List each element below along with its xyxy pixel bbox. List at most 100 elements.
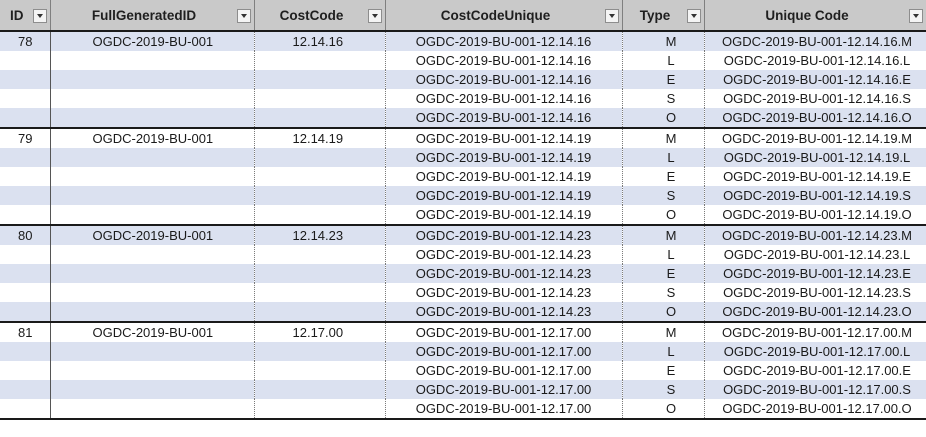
cell-type[interactable]: S: [622, 186, 705, 205]
cell-costcode[interactable]: 12.14.16: [254, 31, 386, 51]
cell-costcode[interactable]: [254, 70, 386, 89]
cell-fullgeneratedid[interactable]: [50, 342, 255, 361]
cell-fullgeneratedid[interactable]: [50, 186, 255, 205]
cell-unique-code[interactable]: OGDC-2019-BU-001-12.17.00.S: [704, 380, 926, 399]
cell-costcode[interactable]: [254, 167, 386, 186]
cell-fullgeneratedid[interactable]: [50, 283, 255, 302]
cell-costcode[interactable]: [254, 342, 386, 361]
cell-type[interactable]: M: [622, 224, 705, 245]
cell-costcodeunique[interactable]: OGDC-2019-BU-001-12.14.23: [385, 245, 623, 264]
cell-costcodeunique[interactable]: OGDC-2019-BU-001-12.14.16: [385, 31, 623, 51]
cell-fullgeneratedid[interactable]: [50, 361, 255, 380]
cell-costcode[interactable]: [254, 89, 386, 108]
cell-costcode[interactable]: [254, 361, 386, 380]
cell-unique-code[interactable]: OGDC-2019-BU-001-12.14.19.M: [704, 127, 926, 148]
filter-dropdown-icon[interactable]: [908, 9, 923, 23]
cell-type[interactable]: S: [622, 283, 705, 302]
cell-fullgeneratedid[interactable]: [50, 380, 255, 399]
cell-costcode[interactable]: [254, 108, 386, 128]
cell-costcode[interactable]: [254, 264, 386, 283]
cell-costcodeunique[interactable]: OGDC-2019-BU-001-12.14.19: [385, 167, 623, 186]
cell-fullgeneratedid[interactable]: OGDC-2019-BU-001: [50, 31, 255, 51]
cell-costcode[interactable]: 12.14.23: [254, 224, 386, 245]
cell-costcode[interactable]: [254, 283, 386, 302]
cell-fullgeneratedid[interactable]: [50, 245, 255, 264]
cell-fullgeneratedid[interactable]: OGDC-2019-BU-001: [50, 224, 255, 245]
cell-fullgeneratedid[interactable]: [50, 89, 255, 108]
cell-costcode[interactable]: [254, 302, 386, 322]
cell-id[interactable]: 79: [0, 127, 51, 148]
cell-costcode[interactable]: [254, 380, 386, 399]
cell-unique-code[interactable]: OGDC-2019-BU-001-12.14.23.E: [704, 264, 926, 283]
cell-unique-code[interactable]: OGDC-2019-BU-001-12.14.16.L: [704, 51, 926, 70]
cell-costcodeunique[interactable]: OGDC-2019-BU-001-12.17.00: [385, 321, 623, 342]
column-header-fullgeneratedid[interactable]: FullGeneratedID: [50, 0, 255, 32]
cell-costcodeunique[interactable]: OGDC-2019-BU-001-12.14.23: [385, 283, 623, 302]
cell-id[interactable]: 80: [0, 224, 51, 245]
cell-id[interactable]: [0, 108, 51, 128]
cell-type[interactable]: E: [622, 70, 705, 89]
cell-costcodeunique[interactable]: OGDC-2019-BU-001-12.14.16: [385, 51, 623, 70]
cell-costcode[interactable]: [254, 399, 386, 420]
column-header-type[interactable]: Type: [622, 0, 705, 32]
cell-unique-code[interactable]: OGDC-2019-BU-001-12.17.00.O: [704, 399, 926, 420]
cell-costcodeunique[interactable]: OGDC-2019-BU-001-12.14.19: [385, 205, 623, 225]
cell-unique-code[interactable]: OGDC-2019-BU-001-12.14.23.S: [704, 283, 926, 302]
column-header-id[interactable]: ID: [0, 0, 51, 32]
cell-fullgeneratedid[interactable]: [50, 399, 255, 420]
cell-type[interactable]: E: [622, 167, 705, 186]
cell-id[interactable]: [0, 361, 51, 380]
cell-costcodeunique[interactable]: OGDC-2019-BU-001-12.14.16: [385, 70, 623, 89]
cell-unique-code[interactable]: OGDC-2019-BU-001-12.14.16.M: [704, 31, 926, 51]
cell-type[interactable]: O: [622, 108, 705, 128]
column-header-costcode[interactable]: CostCode: [254, 0, 386, 32]
cell-costcodeunique[interactable]: OGDC-2019-BU-001-12.17.00: [385, 380, 623, 399]
cell-type[interactable]: S: [622, 380, 705, 399]
cell-id[interactable]: [0, 342, 51, 361]
cell-type[interactable]: L: [622, 245, 705, 264]
cell-unique-code[interactable]: OGDC-2019-BU-001-12.14.19.L: [704, 148, 926, 167]
cell-costcodeunique[interactable]: OGDC-2019-BU-001-12.14.23: [385, 302, 623, 322]
cell-costcode[interactable]: [254, 245, 386, 264]
cell-id[interactable]: [0, 302, 51, 322]
cell-fullgeneratedid[interactable]: [50, 148, 255, 167]
cell-costcode[interactable]: 12.14.19: [254, 127, 386, 148]
cell-id[interactable]: 78: [0, 31, 51, 51]
cell-costcodeunique[interactable]: OGDC-2019-BU-001-12.14.23: [385, 224, 623, 245]
cell-fullgeneratedid[interactable]: [50, 108, 255, 128]
cell-costcodeunique[interactable]: OGDC-2019-BU-001-12.14.19: [385, 127, 623, 148]
filter-dropdown-icon[interactable]: [604, 9, 619, 23]
cell-unique-code[interactable]: OGDC-2019-BU-001-12.14.23.O: [704, 302, 926, 322]
cell-costcode[interactable]: [254, 205, 386, 225]
filter-dropdown-icon[interactable]: [236, 9, 251, 23]
cell-costcodeunique[interactable]: OGDC-2019-BU-001-12.14.16: [385, 89, 623, 108]
column-header-unique-code[interactable]: Unique Code: [704, 0, 926, 32]
cell-id[interactable]: [0, 89, 51, 108]
cell-costcodeunique[interactable]: OGDC-2019-BU-001-12.14.19: [385, 186, 623, 205]
cell-costcodeunique[interactable]: OGDC-2019-BU-001-12.17.00: [385, 361, 623, 380]
cell-id[interactable]: [0, 283, 51, 302]
cell-type[interactable]: M: [622, 31, 705, 51]
cell-id[interactable]: [0, 264, 51, 283]
filter-dropdown-icon[interactable]: [32, 9, 47, 23]
cell-costcodeunique[interactable]: OGDC-2019-BU-001-12.14.23: [385, 264, 623, 283]
cell-id[interactable]: [0, 148, 51, 167]
cell-unique-code[interactable]: OGDC-2019-BU-001-12.14.16.O: [704, 108, 926, 128]
column-header-costcodeunique[interactable]: CostCodeUnique: [385, 0, 623, 32]
cell-type[interactable]: O: [622, 205, 705, 225]
cell-unique-code[interactable]: OGDC-2019-BU-001-12.14.19.O: [704, 205, 926, 225]
cell-fullgeneratedid[interactable]: [50, 264, 255, 283]
cell-costcode[interactable]: 12.17.00: [254, 321, 386, 342]
cell-id[interactable]: [0, 51, 51, 70]
cell-fullgeneratedid[interactable]: [50, 205, 255, 225]
cell-unique-code[interactable]: OGDC-2019-BU-001-12.14.16.E: [704, 70, 926, 89]
cell-unique-code[interactable]: OGDC-2019-BU-001-12.14.16.S: [704, 89, 926, 108]
cell-type[interactable]: M: [622, 321, 705, 342]
cell-costcode[interactable]: [254, 186, 386, 205]
cell-type[interactable]: S: [622, 89, 705, 108]
cell-type[interactable]: L: [622, 148, 705, 167]
cell-unique-code[interactable]: OGDC-2019-BU-001-12.14.23.L: [704, 245, 926, 264]
cell-fullgeneratedid[interactable]: [50, 167, 255, 186]
cell-type[interactable]: E: [622, 361, 705, 380]
cell-fullgeneratedid[interactable]: [50, 51, 255, 70]
